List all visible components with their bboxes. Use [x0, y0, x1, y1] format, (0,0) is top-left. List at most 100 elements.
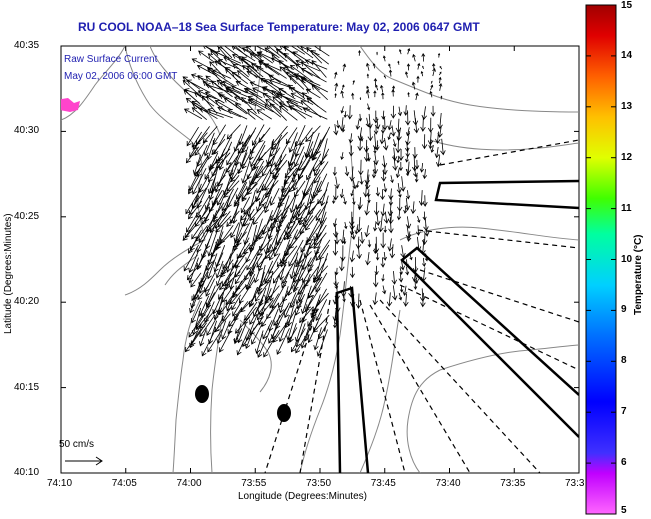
current-vector	[334, 93, 337, 98]
current-vector	[306, 218, 321, 243]
current-vector	[372, 292, 378, 306]
current-vector	[243, 306, 257, 325]
current-vector	[375, 210, 381, 226]
current-vector	[349, 166, 355, 182]
current-vector	[354, 224, 360, 235]
current-vector	[379, 133, 385, 145]
current-vector	[249, 229, 264, 251]
current-vector	[222, 285, 234, 303]
x-axis-label: Longitude (Degrees:Minutes)	[238, 491, 367, 502]
colorbar-tick-label: 6	[621, 457, 627, 469]
current-vector	[417, 62, 421, 70]
current-vector	[372, 273, 379, 288]
current-vector	[390, 125, 396, 137]
current-vector	[416, 75, 420, 83]
current-vector	[226, 124, 241, 140]
current-vector	[204, 188, 215, 211]
current-vector	[265, 180, 279, 196]
current-vector	[203, 132, 215, 157]
legend-line-1: Raw Surface Current	[64, 54, 158, 65]
current-vector	[355, 119, 361, 130]
current-vector	[235, 103, 256, 120]
current-vector	[249, 299, 264, 325]
current-vector	[267, 229, 280, 254]
current-vector	[342, 63, 347, 72]
scale-arrow-label: 50 cm/s	[59, 439, 95, 450]
current-vector	[300, 76, 320, 91]
current-vector	[315, 239, 331, 261]
current-vector	[397, 106, 403, 117]
current-vector	[398, 49, 402, 55]
current-vector	[413, 166, 418, 178]
x-tick-label: 73:50	[306, 478, 332, 489]
current-vector	[390, 105, 397, 119]
current-vector	[439, 65, 443, 70]
current-vector	[264, 243, 280, 260]
current-vector	[217, 162, 232, 187]
current-vector	[236, 70, 256, 86]
current-vector	[402, 285, 408, 297]
current-vector	[263, 63, 287, 79]
current-vector	[191, 103, 218, 120]
current-vector	[277, 210, 288, 229]
current-vector	[267, 216, 279, 240]
current-vector	[221, 188, 234, 212]
current-vector	[285, 127, 298, 145]
current-vector	[244, 257, 258, 281]
current-vector	[190, 300, 202, 324]
current-vector	[407, 92, 410, 98]
current-vector	[293, 73, 321, 86]
current-vector	[417, 215, 421, 224]
current-vector	[191, 107, 207, 120]
current-vector	[249, 316, 264, 336]
current-vector	[255, 159, 272, 179]
current-vector	[186, 126, 199, 147]
current-vector	[372, 62, 376, 69]
current-vector	[194, 92, 215, 107]
current-vector	[272, 264, 287, 284]
current-vector	[290, 202, 305, 224]
current-vector	[357, 202, 362, 211]
current-vector	[251, 124, 265, 146]
current-vector	[339, 257, 345, 272]
current-vector	[387, 132, 391, 141]
current-vector	[351, 92, 355, 100]
colorbar-tick-label: 12	[621, 151, 633, 163]
current-vector	[215, 215, 232, 233]
current-vector	[183, 244, 199, 272]
current-vector	[217, 46, 233, 59]
current-vector	[298, 273, 311, 302]
current-vector	[434, 146, 440, 159]
current-vector	[223, 97, 248, 115]
current-vector	[261, 210, 273, 235]
current-vector	[194, 208, 209, 228]
current-vector	[269, 293, 280, 309]
x-tick-label: 73:40	[435, 478, 461, 489]
current-vector	[317, 173, 328, 194]
current-vector	[334, 176, 340, 190]
current-vector	[264, 104, 282, 118]
current-vector	[307, 278, 322, 299]
current-vector	[201, 95, 218, 114]
current-vector	[214, 168, 226, 193]
current-vector	[395, 168, 401, 179]
current-vector	[364, 174, 371, 190]
current-vector	[295, 328, 311, 354]
current-vector	[289, 75, 305, 90]
current-vector	[348, 145, 354, 157]
current-vector	[265, 98, 282, 113]
current-vector	[291, 155, 305, 183]
current-vector	[407, 48, 411, 55]
current-vector	[312, 154, 328, 172]
current-vector	[390, 175, 394, 184]
current-vector	[278, 101, 297, 111]
current-vector	[412, 53, 416, 62]
current-vector	[288, 105, 313, 118]
current-vector	[375, 252, 380, 261]
current-vector	[342, 294, 346, 303]
station-marker	[277, 404, 291, 422]
current-vector	[227, 314, 239, 335]
current-vector	[366, 85, 370, 92]
current-vector	[383, 183, 388, 193]
current-vector	[182, 76, 201, 90]
